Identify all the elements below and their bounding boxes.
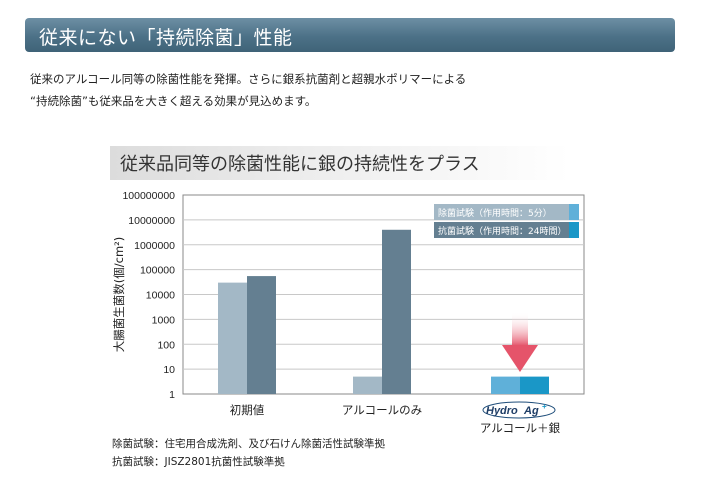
legend-label-1: 除菌試験（作用時間：5分） — [438, 207, 552, 219]
bar-2-1 — [247, 276, 276, 394]
x-tick-label: アルコール＋銀 — [480, 421, 561, 435]
legend-swatch-1 — [434, 204, 569, 220]
y-tick-label: 10000000 — [128, 215, 175, 227]
footnote-line-2: 抗菌試験：JISZ2801抗菌性試験準拠 — [112, 456, 285, 468]
logo-brand: Hydro — [486, 405, 518, 417]
intro-text: 従来のアルコール同等の除菌性能を発揮。さらに銀系抗菌剤と超親水ポリマーによる “… — [30, 68, 466, 112]
chart-title: 従来品同等の除菌性能に銀の持続性をプラス — [120, 154, 480, 175]
legend-label-2: 抗菌試験（作用時間：24時間） — [438, 225, 566, 237]
y-tick-label: 1000000 — [134, 240, 175, 252]
intro-line-1: 従来のアルコール同等の除菌性能を発揮。さらに銀系抗菌剤と超親水ポリマーによる — [30, 72, 467, 86]
section-title: 従来にない「持続除菌」性能 — [39, 27, 293, 49]
bar-1-2 — [353, 376, 382, 394]
y-tick-label: 100000000 — [122, 190, 175, 202]
legend-swatch-2 — [434, 222, 569, 238]
bar-1-3 — [491, 376, 520, 394]
y-tick-label: 1 — [169, 389, 175, 401]
x-tick-label: 初期値 — [230, 403, 265, 417]
y-tick-label: 10 — [163, 364, 175, 376]
footnote-line-1: 除菌試験：住宅用合成洗剤、及び石けん除菌活性試験準拠 — [112, 438, 385, 450]
legend-accent-2 — [569, 222, 579, 238]
intro-line-2: “持続除菌”も従来品を大きく超える効果が見込めます。 — [30, 94, 317, 108]
arrow-shaft — [512, 312, 528, 346]
bar-2-2 — [382, 229, 411, 394]
footnotes: 除菌試験：住宅用合成洗剤、及び石けん除菌活性試験準拠 抗菌試験：JISZ2801… — [112, 435, 385, 471]
logo-swoosh — [482, 401, 556, 419]
x-tick-label: アルコールのみ — [342, 403, 422, 417]
legend-accent-1 — [569, 204, 579, 220]
down-arrow-icon — [502, 345, 538, 372]
y-tick-label: 100000 — [140, 265, 175, 277]
chart-title-bar: 従来品同等の除菌性能に銀の持続性をプラス — [110, 146, 570, 180]
bar-2-3 — [520, 376, 549, 394]
section-header-banner: 従来にない「持続除菌」性能 — [25, 18, 675, 52]
logo-mark: Ag — [523, 405, 539, 417]
y-axis-label: 大腸菌生菌数(個/cm²) — [112, 237, 126, 352]
y-tick-label: 10000 — [146, 290, 175, 302]
bar-1-1 — [218, 282, 247, 394]
y-tick-label: 1000 — [152, 314, 176, 326]
y-tick-label: 100 — [157, 339, 175, 351]
logo-plus: + — [542, 402, 547, 411]
